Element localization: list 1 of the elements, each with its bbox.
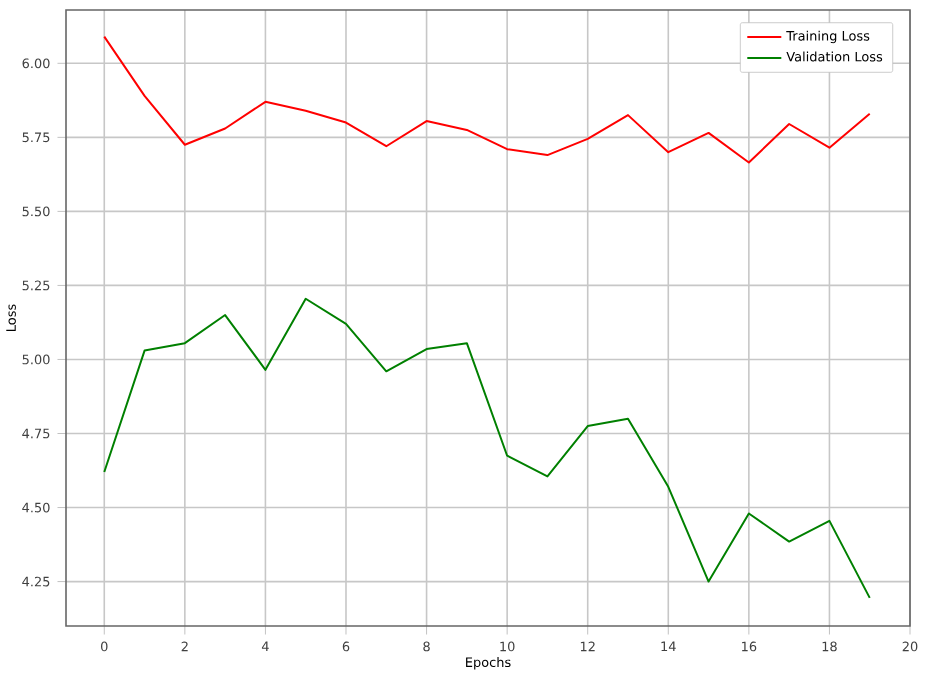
- line-series: [103, 297, 871, 599]
